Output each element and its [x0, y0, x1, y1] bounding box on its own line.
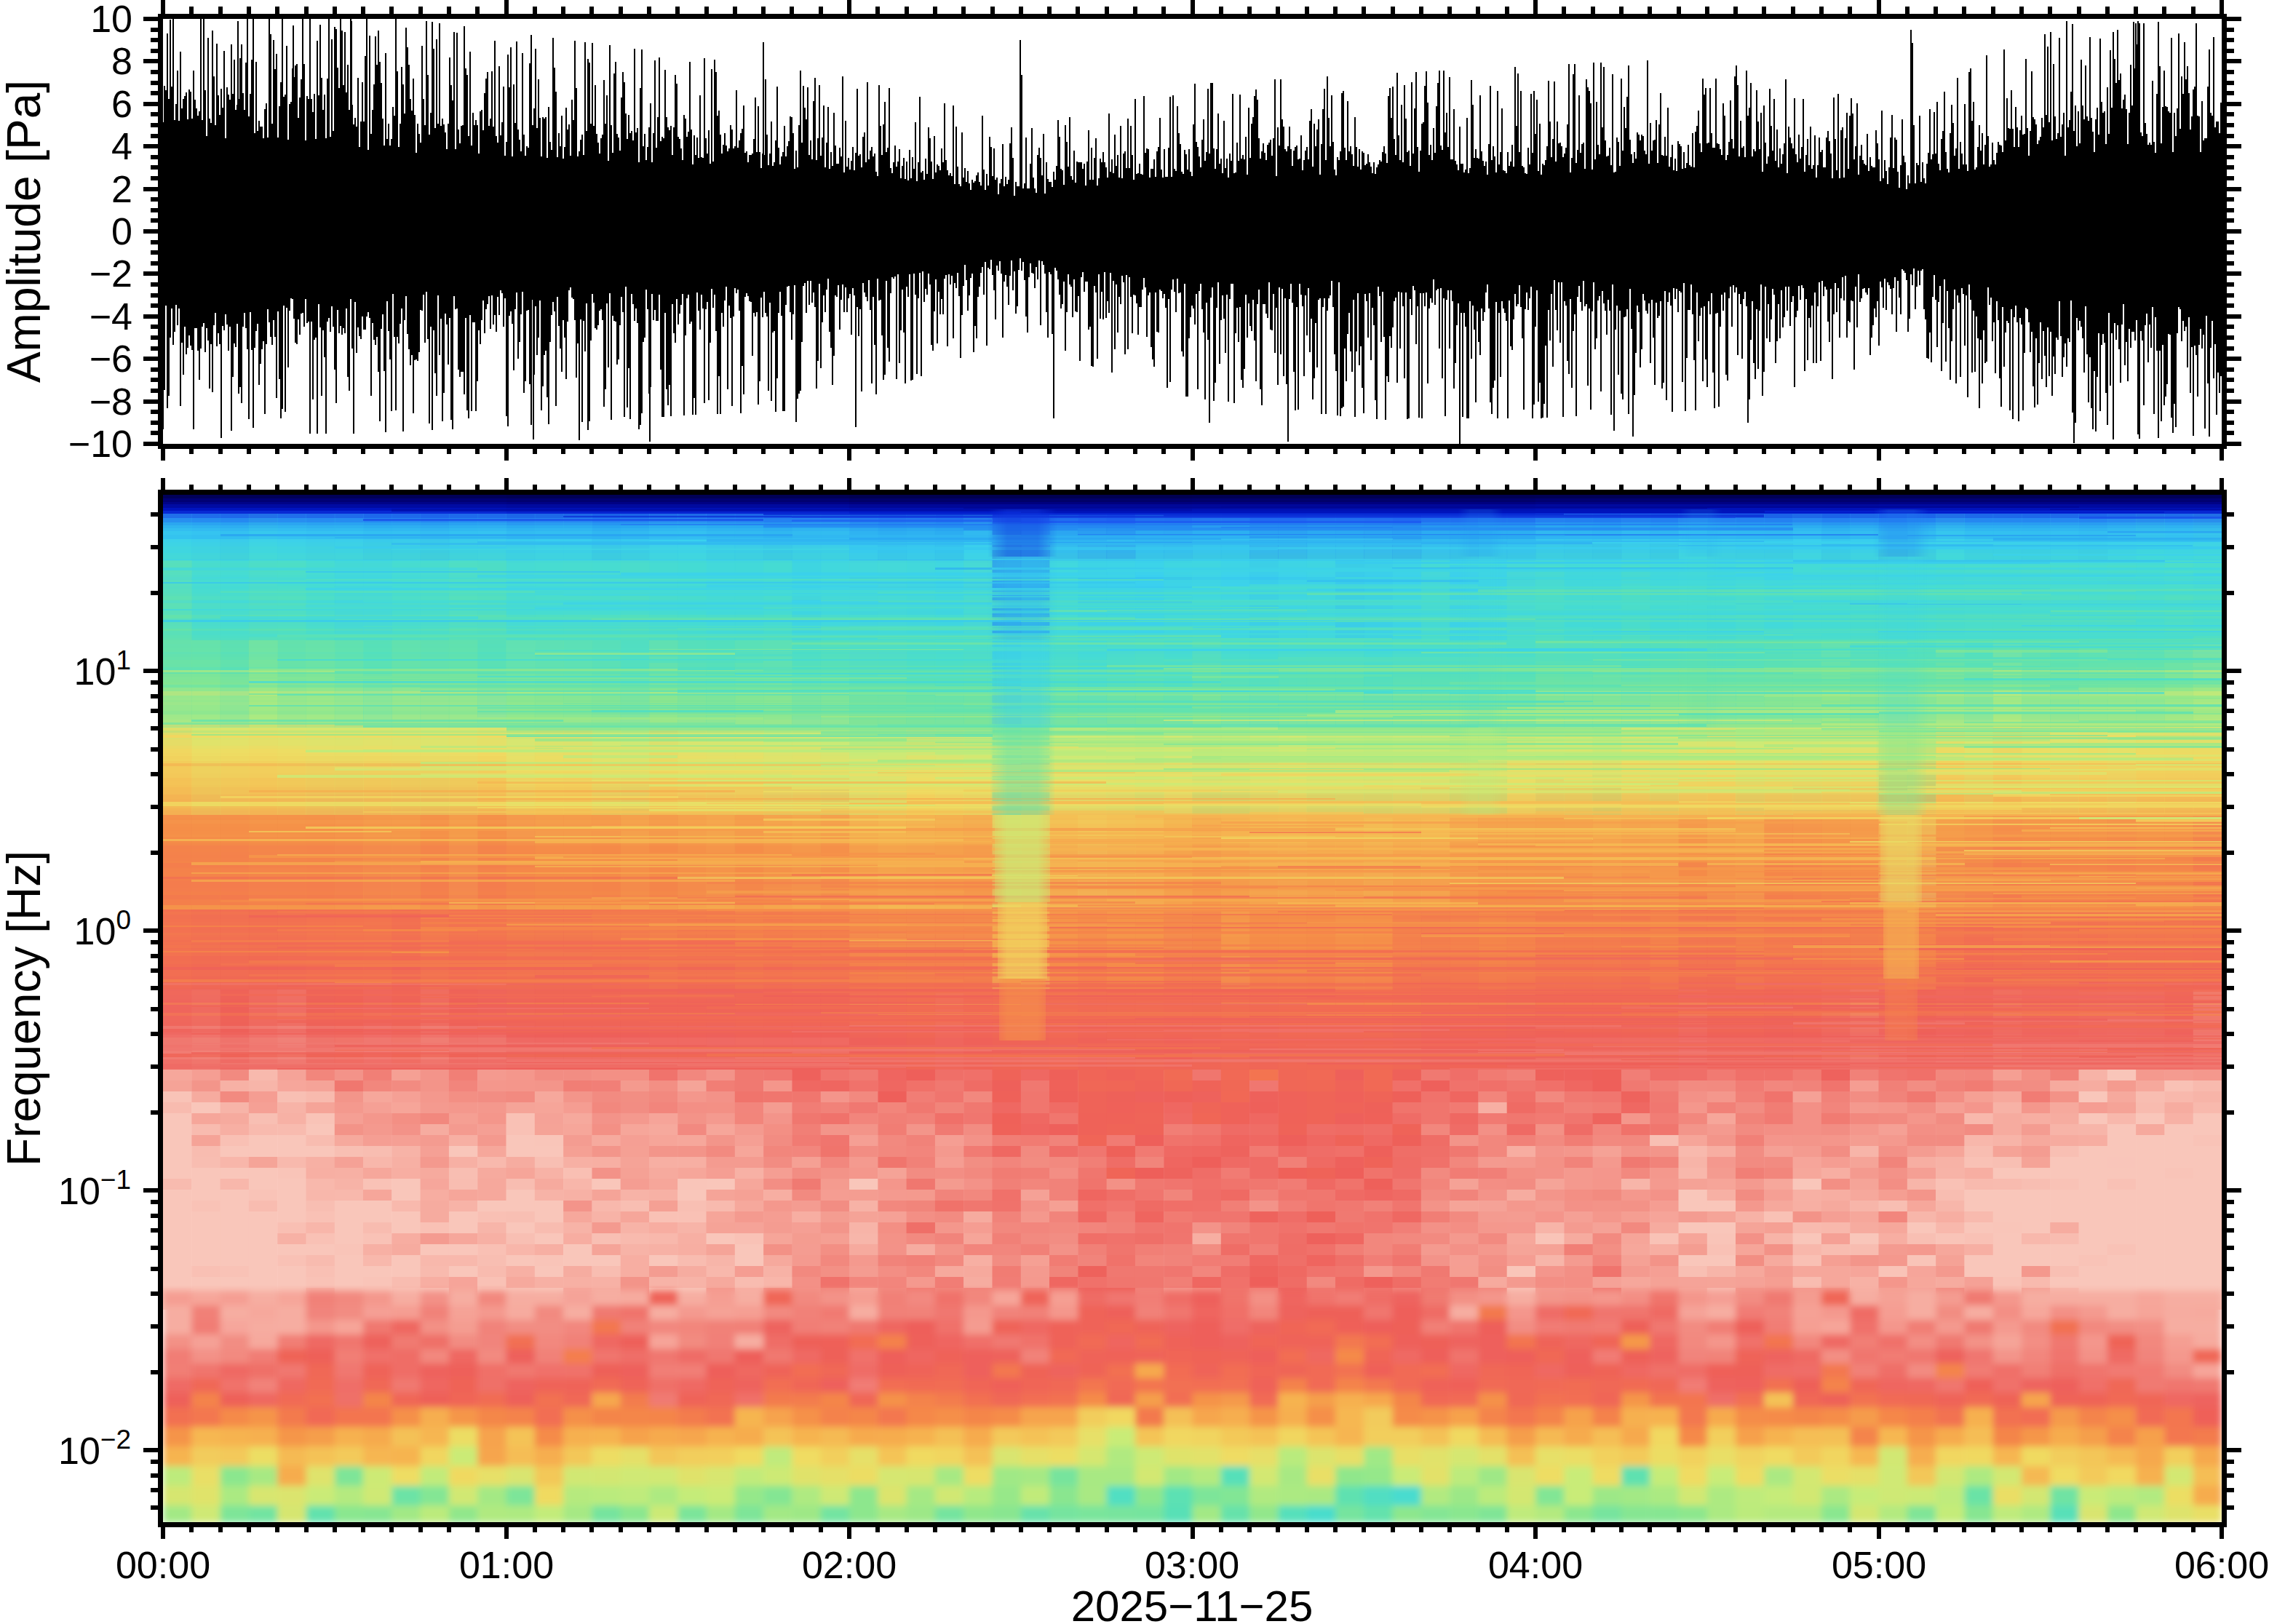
svg-text:−2: −2: [90, 252, 132, 295]
svg-text:−4: −4: [90, 295, 132, 338]
svg-text:4: 4: [111, 125, 132, 167]
svg-text:02:00: 02:00: [802, 1544, 897, 1586]
svg-text:06:00: 06:00: [2174, 1544, 2269, 1586]
svg-text:05:00: 05:00: [1832, 1544, 1926, 1586]
svg-text:01:00: 01:00: [459, 1544, 554, 1586]
svg-text:Frequency [Hz]: Frequency [Hz]: [0, 851, 50, 1166]
svg-text:2: 2: [111, 168, 132, 210]
svg-text:2025−11−25: 2025−11−25: [1071, 1582, 1314, 1624]
svg-text:Amplitude [Pa]: Amplitude [Pa]: [0, 80, 50, 383]
svg-text:03:00: 03:00: [1145, 1544, 1239, 1586]
svg-text:−10: −10: [68, 423, 132, 465]
svg-text:0: 0: [111, 210, 132, 252]
svg-text:−6: −6: [90, 338, 132, 380]
svg-text:6: 6: [111, 83, 132, 125]
svg-text:04:00: 04:00: [1488, 1544, 1583, 1586]
svg-text:10: 10: [90, 0, 132, 40]
svg-text:8: 8: [111, 40, 132, 82]
svg-text:00:00: 00:00: [116, 1544, 210, 1586]
svg-text:−8: −8: [90, 381, 132, 423]
